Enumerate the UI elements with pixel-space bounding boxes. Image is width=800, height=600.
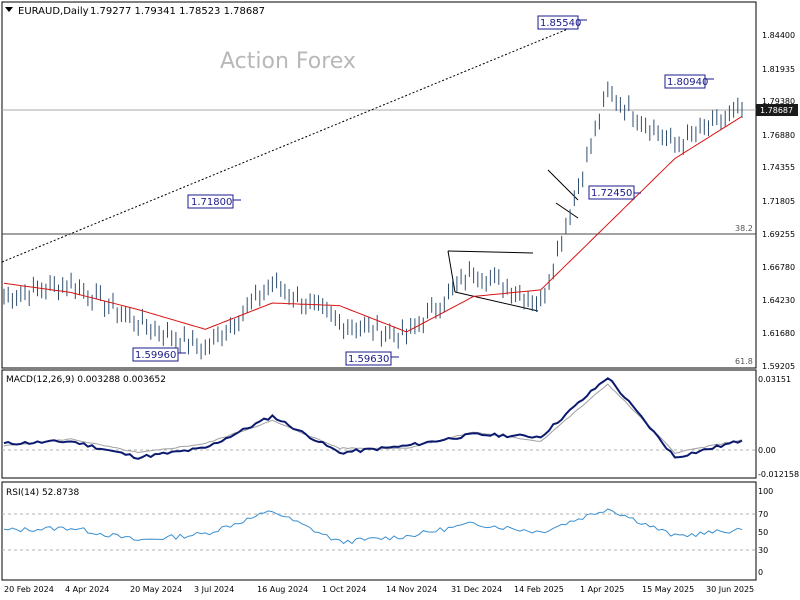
price-tick: 1.76880: [762, 131, 795, 140]
current-price-tag-text: 1.78687: [760, 106, 793, 115]
rsi-line: [3, 508, 743, 545]
price-tick: 1.59205: [762, 362, 795, 371]
menu-triangle-icon[interactable]: [5, 7, 13, 12]
price-tick: 1.69255: [762, 230, 795, 239]
price-tick: 1.66780: [762, 263, 795, 272]
fib-382-label: 38.2: [735, 224, 753, 233]
svg-text:1.85540: 1.85540: [540, 18, 581, 29]
fib-618-label: 61.8: [735, 357, 753, 366]
annotation-high-1.85540: 1.85540: [537, 15, 587, 30]
price-panel: EURAUD,Daily 1.79277 1.79341 1.78523 1.7…: [1, 1, 798, 371]
current-price-tag: [756, 104, 798, 116]
annotation-low-1.72450: 1.72450: [588, 185, 641, 200]
annotation-high-1.80940: 1.80940: [664, 74, 714, 89]
price-tick: 1.74355: [762, 163, 795, 172]
x-tick: 3 Jul 2024: [194, 585, 234, 594]
rsi-y-axis: 100 70 50 30 0: [758, 487, 773, 577]
svg-text:1.59960: 1.59960: [135, 350, 176, 361]
x-tick: 15 May 2025: [642, 585, 694, 594]
macd-y-axis: 0.03151 0.00 -0.012158: [758, 375, 799, 479]
price-tick: 1.81935: [762, 65, 795, 74]
x-tick: 4 Apr 2024: [65, 585, 109, 594]
price-panel-frame: [1, 1, 757, 369]
rsi-panel-frame: [1, 481, 757, 581]
x-tick: 16 Aug 2024: [257, 585, 308, 594]
flag-pattern: [547, 169, 579, 219]
svg-text:1.80940: 1.80940: [667, 77, 708, 88]
macd-title: MACD(12,26,9) 0.003288 0.003652: [6, 375, 166, 385]
x-tick: 20 Feb 2024: [4, 585, 54, 594]
price-tick: 1.64230: [762, 296, 795, 305]
price-annotations: 1.85540 1.80940 1.71800 1.72450 1.59960: [132, 15, 714, 366]
x-tick: 30 Jun 2025: [706, 585, 754, 594]
macd-panel: MACD(12,26,9) 0.003288 0.003652 0.03151 …: [1, 369, 799, 479]
rsi-tick: 0: [758, 568, 763, 577]
macd-tick: 0.00: [758, 446, 776, 455]
price-tick: 1.61680: [762, 329, 795, 338]
ohlc-values: 1.79277 1.79341 1.78523 1.78687: [90, 6, 265, 17]
macd-line: [3, 377, 743, 460]
rsi-tick: 50: [758, 528, 768, 537]
annotation-low-1.59960: 1.59960: [132, 347, 186, 362]
annotation-high-1.71800: 1.71800: [187, 194, 241, 209]
price-tick: 1.84400: [762, 31, 795, 40]
x-tick: 1 Apr 2025: [580, 585, 624, 594]
price-tick: 1.79380: [762, 97, 795, 106]
x-tick: 14 Nov 2024: [386, 585, 437, 594]
x-tick: 31 Dec 2024: [451, 585, 502, 594]
rsi-tick: 30: [758, 546, 768, 555]
moving-average-line: [3, 115, 743, 333]
rsi-tick: 70: [758, 510, 768, 519]
svg-text:1.71800: 1.71800: [191, 197, 232, 208]
rsi-title: RSI(14) 52.8738: [6, 488, 79, 498]
chart-title: EURAUD,Daily: [18, 6, 89, 17]
x-axis: 20 Feb 2024 4 Apr 2024 20 May 2024 3 Jul…: [4, 585, 754, 594]
price-y-axis: 1.84400 1.81935 1.79380 1.76880 1.74355 …: [762, 31, 795, 371]
x-tick: 1 Oct 2024: [322, 585, 366, 594]
rsi-tick: 100: [758, 487, 773, 496]
rsi-panel: RSI(14) 52.8738 100 70 50 30 0: [1, 481, 773, 581]
price-candles: [3, 81, 743, 360]
x-tick: 20 May 2024: [130, 585, 182, 594]
watermark: Action Forex: [220, 49, 356, 74]
annotation-low-1.59630: 1.59630: [345, 351, 399, 366]
trendline-dotted: [1, 23, 581, 263]
macd-tick: 0.03151: [758, 375, 791, 384]
svg-text:1.72450: 1.72450: [591, 188, 632, 199]
macd-tick: -0.012158: [758, 470, 799, 479]
x-tick: 14 Feb 2025: [514, 585, 564, 594]
svg-text:1.59630: 1.59630: [348, 354, 389, 365]
macd-panel-frame: [1, 369, 757, 479]
price-tick: 1.71805: [762, 197, 795, 206]
